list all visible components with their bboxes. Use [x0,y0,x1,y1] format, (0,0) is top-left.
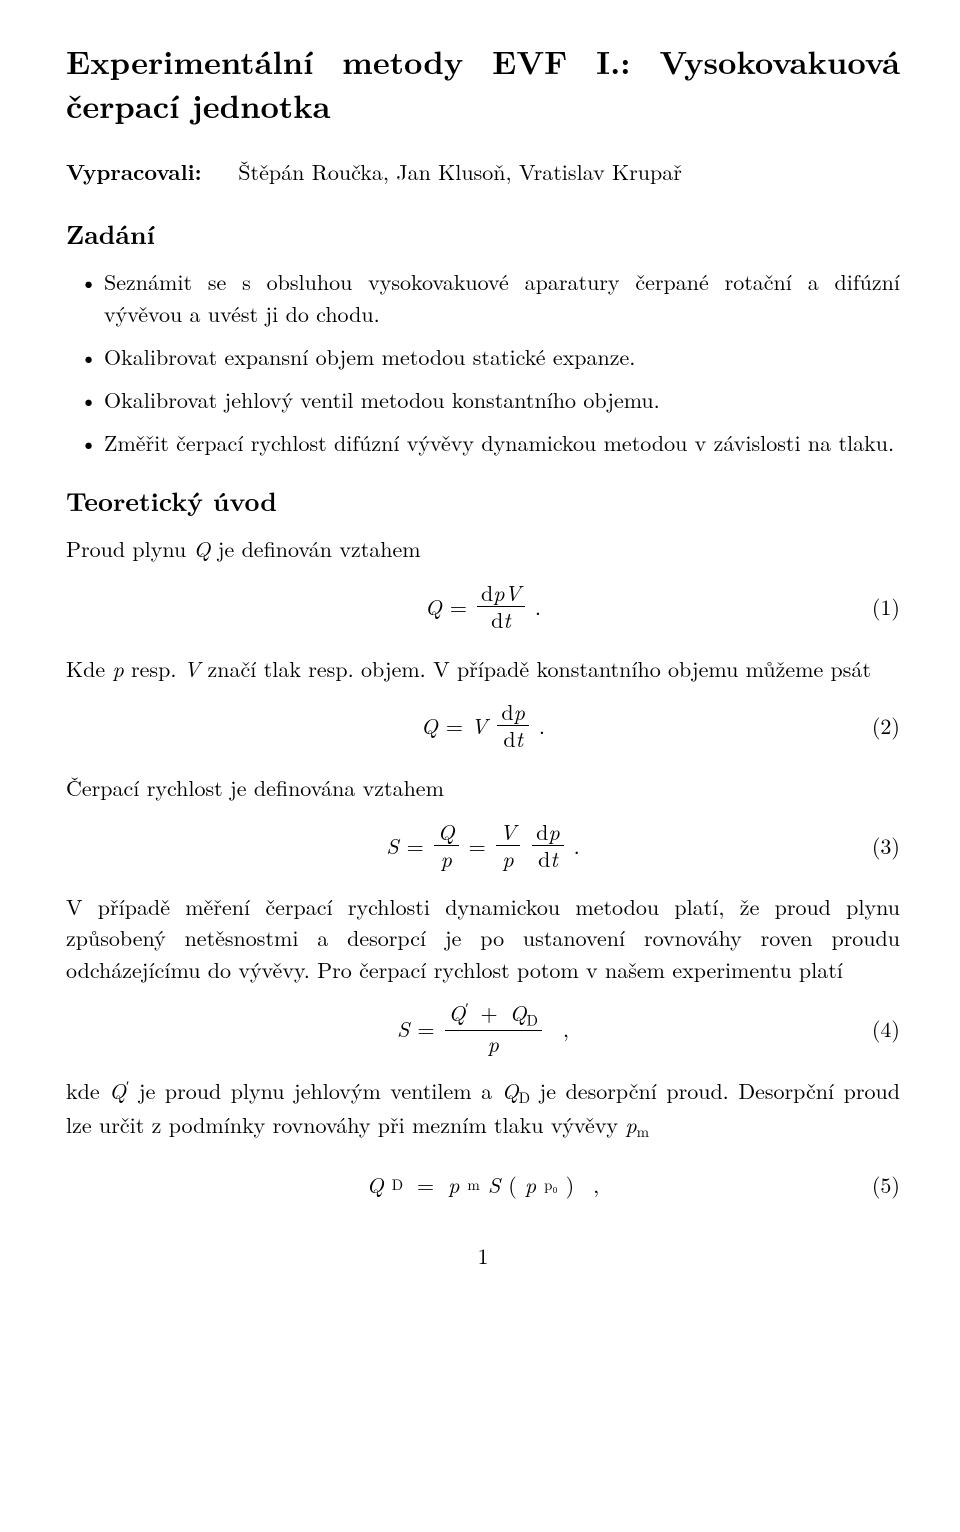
var-v: V [471,710,487,741]
equation-number: (4) [872,1013,900,1044]
authors-label: Vypracovali: [66,156,202,187]
lparen: ( [508,1169,517,1200]
text: značí tlak resp. objem. V případě konsta… [200,653,871,684]
period: . [574,830,580,861]
var-t: t [550,843,557,874]
d-op: d [538,843,550,874]
sub-d: D [526,1009,537,1030]
list-item: Okalibrovat jehlový ventil metodou konst… [66,384,900,415]
eq-sign: = [469,830,486,861]
fraction: Q p [434,819,459,872]
sub-p0: p₀ [544,1174,558,1195]
list-item: Změřit čerpací rychlost difúzní vývěvy d… [66,427,900,458]
paragraph: V případě měření čerpací rychlosti dynam… [66,891,900,985]
equation-number: (5) [872,1169,900,1200]
var-p: p [525,1169,536,1200]
paragraph: Proud plynu Q je definován vztahem [66,533,900,564]
var-q: Q [421,710,438,741]
var-s: S [488,1169,500,1200]
equation-number: (1) [872,591,900,622]
authors-line: Vypracovali: Štěpán Roučka, Jan Klusoň, … [66,156,900,187]
text: Proud plynu [66,533,194,564]
text: resp. [124,653,184,684]
fraction: Q′ + QD p [445,999,542,1057]
eq-sign: = [446,710,463,741]
comma: , [582,1169,599,1200]
prime: ′ [465,997,468,1018]
var-q: Q [434,819,459,845]
section-heading-zadani: Zadání [66,215,900,252]
comma: , [552,1013,569,1044]
eq-sign: = [450,591,467,622]
plus-sign: + [481,997,498,1028]
var-q: Q [449,997,466,1028]
fraction: dp dt [532,819,563,872]
var-t: t [503,604,510,635]
fraction: dpV dt [477,580,525,633]
var-s: S [386,830,398,861]
var-q: Q [425,591,442,622]
var-p: p [498,846,517,872]
sub-m: m [467,1174,479,1195]
text: Kde [66,653,112,684]
rparen: ) [566,1169,575,1200]
equation-2: Q = V dp dt . (2) [66,698,900,754]
paragraph: kde Q′ je proud plynu jehlovým ventilem … [66,1075,900,1142]
list-item: Seznámit se s obsluhou vysokovakuové apa… [66,266,900,328]
section-heading-teorie: Teoretický úvod [66,482,900,519]
var-v: V [184,653,200,684]
equation-3: S = Q p = V p dp dt . (3) [66,817,900,873]
var-p: p [448,1169,459,1200]
equation-number: (2) [872,710,900,741]
paragraph: Čerpací rychlost je definována vztahem [66,772,900,803]
var-q: Q [194,533,211,564]
var-q: Q [367,1169,384,1200]
var-p: p [437,846,456,872]
equation-1: Q = dpV dt . (1) [66,579,900,635]
list-item: Okalibrovat expansní objem metodou stati… [66,341,900,372]
d-op: d [503,723,515,754]
var-p: p [112,653,123,684]
period: . [539,710,545,741]
var-qd: QD [502,1075,530,1106]
period: . [535,591,541,622]
var-pm: pm [625,1109,649,1140]
paragraph: Kde p resp. V značí tlak resp. objem. V … [66,653,900,684]
document-title: Experimentální metody EVF I.: Vysokovaku… [66,40,900,128]
var-qprime: Q′ [109,1075,129,1106]
equation-5: QD = pm S(pp₀) , (5) [66,1156,900,1212]
zadani-list: Seznámit se s obsluhou vysokovakuové apa… [66,266,900,458]
d-op: d [491,604,503,635]
var-s: S [397,1013,409,1044]
var-q: Q [510,997,527,1028]
eq-sign: = [417,1013,434,1044]
fraction: V p [496,819,520,872]
eq-sign: = [407,830,424,861]
var-v: V [496,819,520,845]
eq-sign: = [417,1169,434,1200]
sub-d: D [392,1174,403,1195]
authors-names: Štěpán Roučka, Jan Klusoň, Vratislav Kru… [238,156,682,187]
page-number: 1 [66,1240,900,1271]
equation-number: (3) [872,830,900,861]
var-t: t [516,723,523,754]
text: je definován vztahem [210,533,420,564]
var-p: p [484,1031,503,1057]
text: kde [66,1075,109,1106]
fraction: dp dt [497,699,528,752]
equation-4: S = Q′ + QD p , (4) [66,999,900,1057]
text: je proud plynu jehlovým ventilem a [129,1075,501,1106]
